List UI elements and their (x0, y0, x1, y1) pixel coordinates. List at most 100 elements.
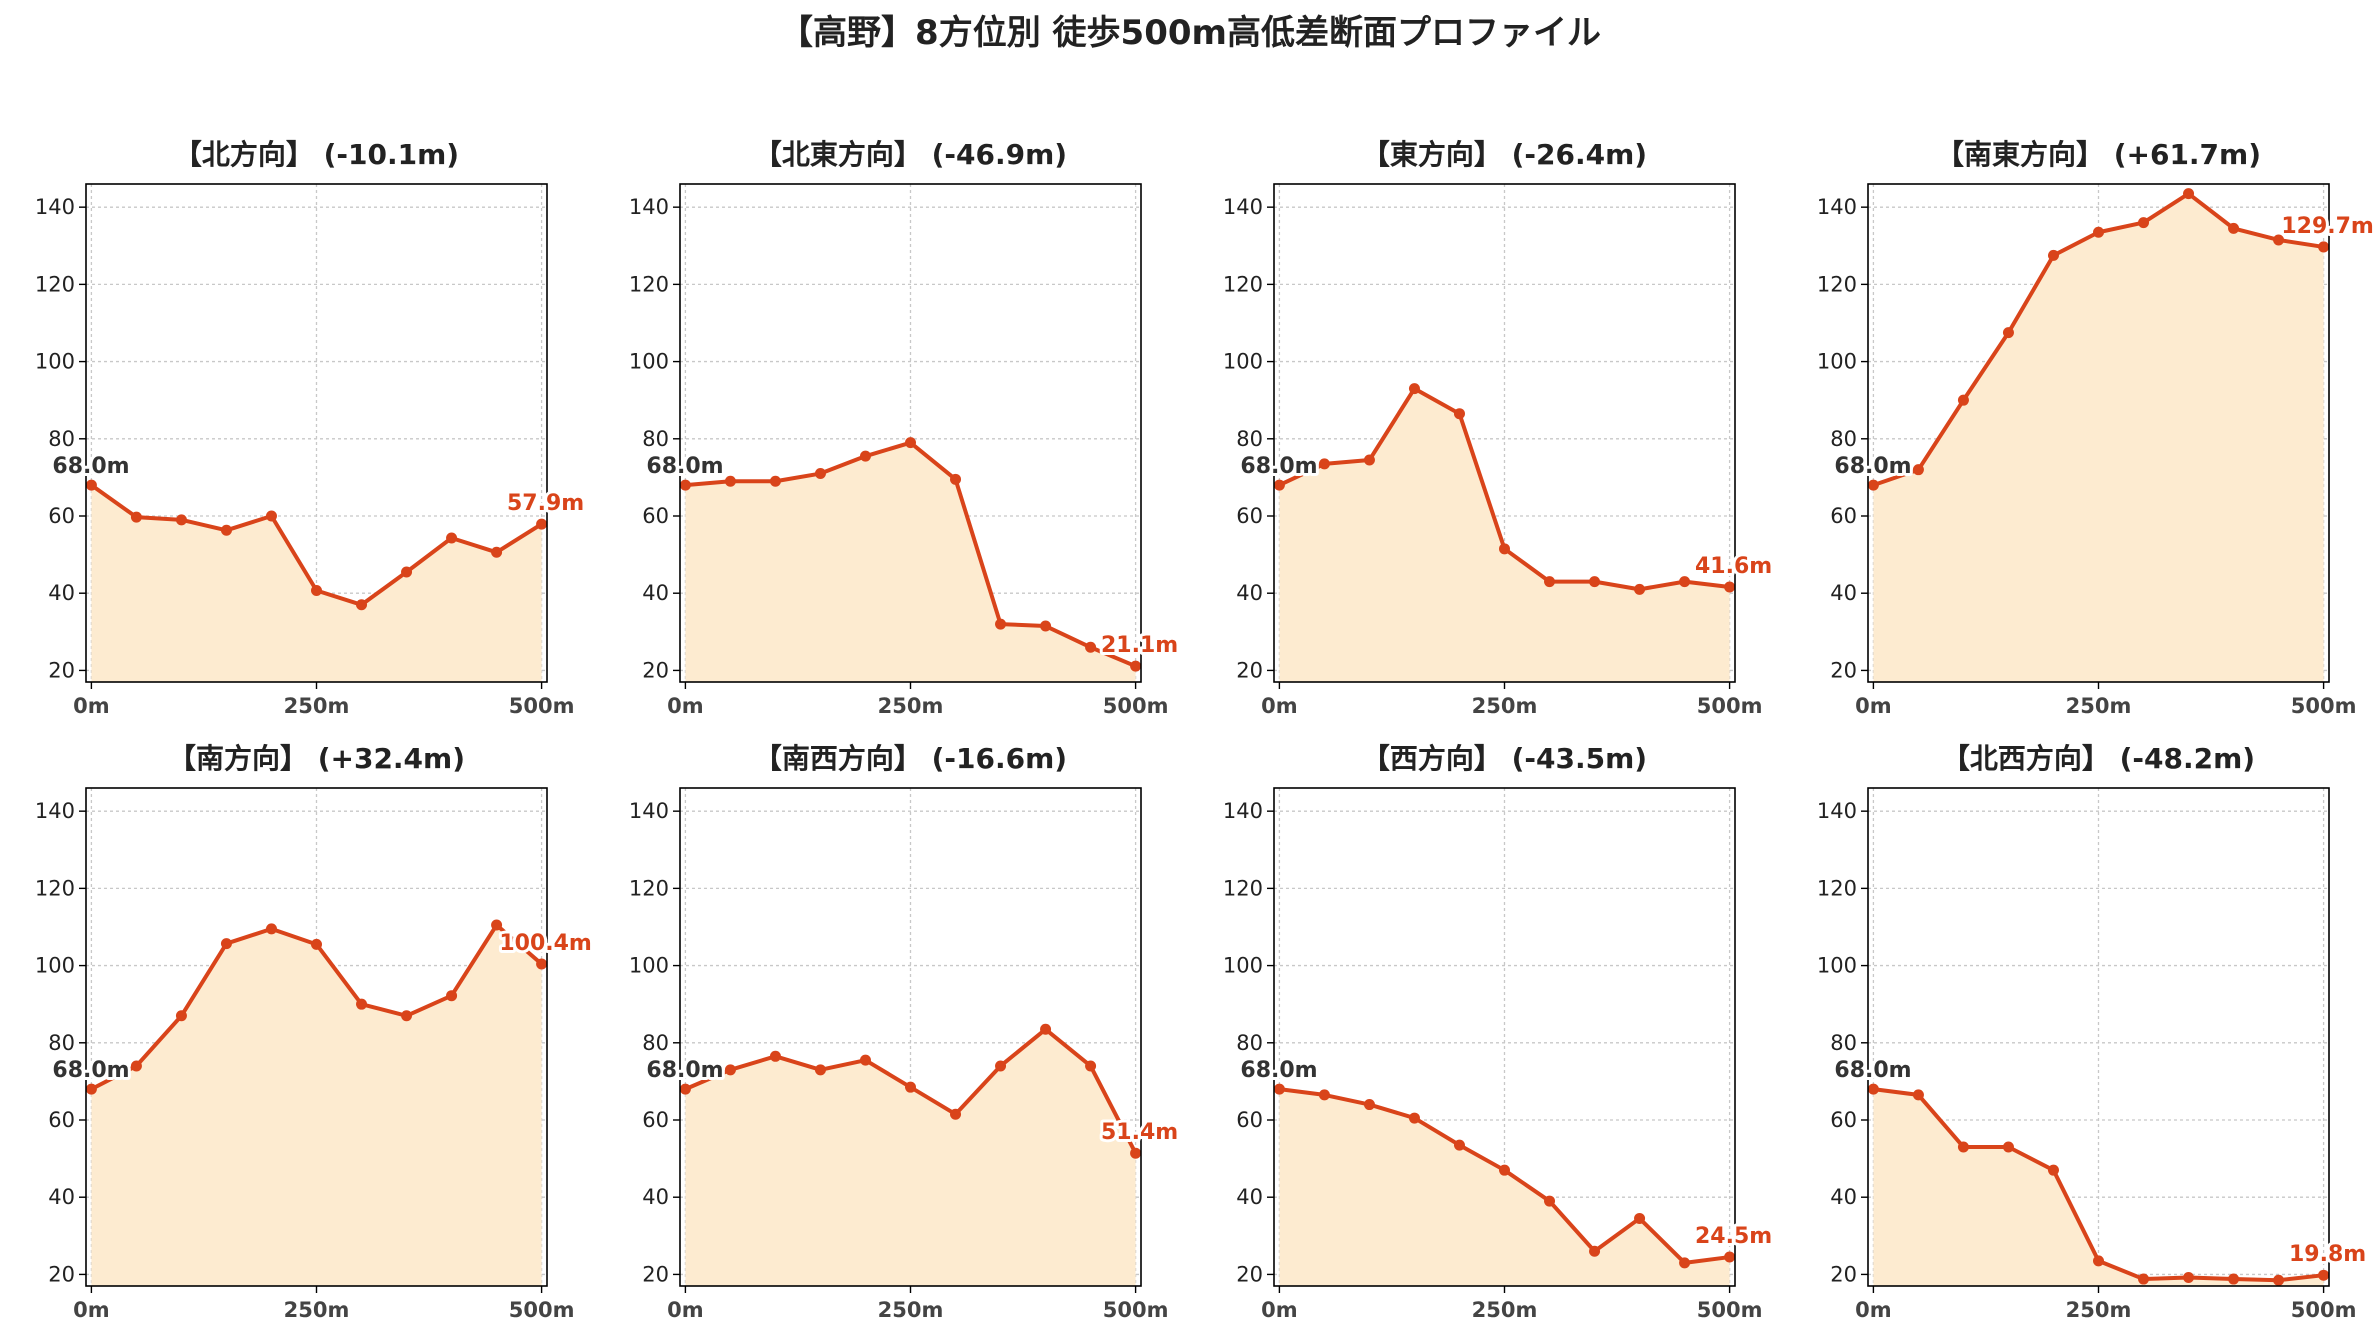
y-tick-label: 120 (35, 272, 75, 296)
data-point (905, 1081, 916, 1093)
x-tick-label: 500m (1103, 694, 1169, 718)
data-point (679, 479, 691, 491)
start-elevation-label: 68.0m (1240, 1058, 1317, 1083)
figure-title: 【高野】8方位別 徒歩500m高低差断面プロファイル (779, 13, 1601, 53)
y-tick-label: 140 (629, 799, 669, 823)
x-tick-label: 500m (1697, 694, 1763, 718)
end-elevation-label: 129.7m (2281, 214, 2374, 239)
data-point (859, 450, 871, 462)
y-tick-label: 20 (642, 658, 669, 682)
data-point (220, 524, 232, 536)
x-tick-label: 0m (667, 694, 704, 718)
data-point (724, 475, 736, 487)
data-point (220, 938, 232, 950)
data-point (85, 479, 97, 491)
elevation-area (685, 1029, 1136, 1286)
data-point (2047, 1164, 2059, 1176)
y-tick-label: 100 (35, 954, 75, 978)
data-point (814, 468, 826, 480)
data-point (1363, 454, 1375, 466)
data-point (1634, 1212, 1646, 1224)
elevation-area (1873, 1089, 2324, 1286)
data-point (85, 1083, 97, 1095)
y-tick-label: 40 (642, 581, 669, 605)
data-point (1957, 394, 1969, 406)
y-tick-label: 80 (1236, 427, 1263, 451)
x-tick-label: 500m (509, 694, 575, 718)
data-point (1363, 1099, 1375, 1111)
end-elevation-label: 21.1m (1101, 633, 1178, 658)
y-tick-label: 60 (1236, 1108, 1263, 1132)
y-tick-label: 40 (642, 1185, 669, 1209)
x-tick-label: 250m (2066, 1298, 2132, 1322)
y-tick-label: 140 (35, 195, 75, 219)
data-point (859, 1054, 871, 1066)
data-point (175, 1010, 187, 1022)
elevation-panel: 【東方向】 (-26.4m) 20 40 60 80 100 120 140 0m 250m 500… (1223, 138, 1775, 718)
elevation-panel: 【北西方向】 (-48.2m) 20 40 60 80 100 120 140 0m 250m 50… (1817, 742, 2369, 1322)
x-tick-label: 500m (2291, 1298, 2357, 1322)
data-point (1867, 479, 1879, 491)
data-point (2183, 188, 2195, 200)
end-elevation-label: 41.6m (1695, 554, 1772, 579)
y-tick-label: 140 (1817, 195, 1857, 219)
data-point (724, 1064, 736, 1076)
data-point (2002, 1141, 2014, 1153)
data-point (814, 1064, 826, 1076)
panel-title: 【南東方向】 (+61.7m) (1936, 138, 2261, 171)
y-tick-label: 80 (642, 427, 669, 451)
y-tick-label: 100 (1817, 954, 1857, 978)
start-elevation-label: 68.0m (646, 1058, 723, 1083)
data-point (1408, 1112, 1420, 1124)
data-point (1318, 458, 1330, 470)
x-tick-label: 0m (1855, 694, 1892, 718)
data-point (950, 473, 962, 485)
y-tick-label: 40 (1830, 581, 1857, 605)
elevation-panel: 【南西方向】 (-16.6m) 20 40 60 80 100 120 140 0m 250m 50… (629, 742, 1181, 1322)
y-tick-label: 100 (1223, 954, 1263, 978)
x-tick-label: 0m (73, 1298, 110, 1322)
x-tick-label: 250m (878, 1298, 944, 1322)
y-tick-label: 120 (629, 272, 669, 296)
data-point (1724, 1251, 1736, 1263)
y-tick-label: 60 (642, 504, 669, 528)
end-elevation-label: 19.8m (2289, 1242, 2366, 1267)
x-tick-label: 500m (509, 1298, 575, 1322)
y-tick-label: 60 (48, 1108, 75, 1132)
data-point (311, 938, 322, 950)
data-point (1453, 408, 1465, 420)
y-tick-label: 120 (629, 876, 669, 900)
end-elevation-label: 51.4m (1101, 1120, 1178, 1145)
x-tick-label: 250m (878, 694, 944, 718)
data-point (356, 998, 368, 1010)
x-tick-label: 500m (2291, 694, 2357, 718)
data-point (1273, 479, 1285, 491)
data-point (175, 514, 187, 526)
y-tick-label: 140 (35, 799, 75, 823)
data-point (446, 532, 458, 544)
data-point (401, 1010, 413, 1022)
x-tick-label: 0m (1855, 1298, 1892, 1322)
x-tick-label: 250m (1472, 1298, 1538, 1322)
data-point (2138, 1273, 2150, 1285)
end-elevation-label: 57.9m (507, 491, 584, 516)
data-point (1453, 1139, 1465, 1151)
x-tick-label: 0m (1261, 1298, 1298, 1322)
panel-title: 【北東方向】 (-46.9m) (754, 138, 1067, 171)
panels: 【北方向】 (-10.1m) 20 40 60 80 100 120 140 0m 250m 500… (35, 138, 2377, 1322)
data-point (1589, 1245, 1601, 1257)
y-tick-label: 120 (1817, 272, 1857, 296)
data-point (2093, 226, 2104, 238)
data-point (446, 990, 458, 1002)
data-point (2047, 249, 2059, 261)
elevation-area (1279, 388, 1730, 682)
data-point (1408, 383, 1420, 395)
elevation-area (1873, 193, 2324, 682)
data-point (2318, 241, 2330, 253)
data-point (1544, 576, 1556, 588)
x-tick-label: 0m (73, 694, 110, 718)
y-tick-label: 120 (35, 876, 75, 900)
data-point (265, 923, 277, 935)
y-tick-label: 60 (1830, 1108, 1857, 1132)
